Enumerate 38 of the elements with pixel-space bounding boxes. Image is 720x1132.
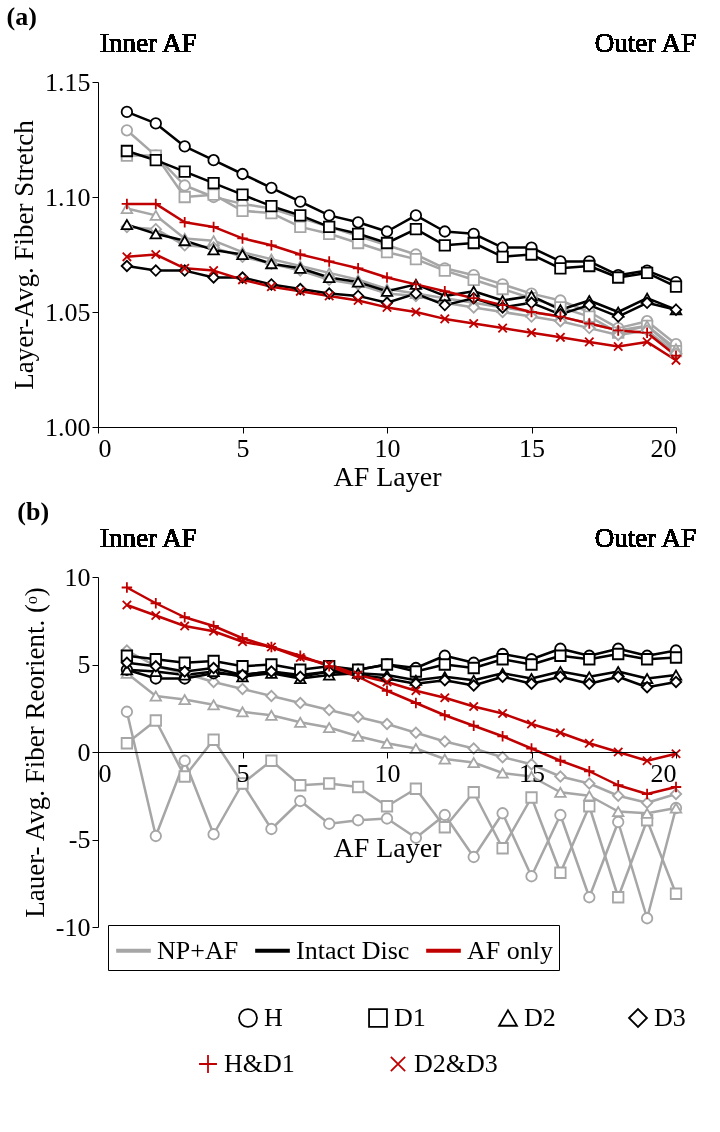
legend-label: D2&D3 <box>414 1049 498 1078</box>
y-axis-title: Lauer- Avg. Fiber Reorient. (ᵒ) <box>19 587 50 918</box>
chart-title: (a) <box>6 2 37 31</box>
x-tick-label: 15 <box>519 433 545 463</box>
text: AF only <box>467 935 553 965</box>
legend-label: D1 <box>394 1003 426 1032</box>
y-tick-label: 1.00 <box>45 412 91 442</box>
x-tick-label: 10 <box>374 758 401 788</box>
x-tick-label: 20 <box>650 758 677 788</box>
y-tick-label: 1.15 <box>45 67 91 97</box>
y-tick-label: 1.10 <box>45 182 91 212</box>
x-axis-title: AF Layer <box>333 831 443 863</box>
legend-label: D2 <box>524 1003 556 1032</box>
x-tick-label: 0 <box>98 433 112 463</box>
x-tick-label: 20 <box>650 433 677 463</box>
y-tick-label: -10 <box>55 912 91 942</box>
text: Outer AF <box>594 523 696 553</box>
chart-title: (b) <box>17 497 50 526</box>
y-tick-label: 0 <box>77 737 91 767</box>
text: Outer AF <box>594 28 696 58</box>
x-tick-label: 0 <box>98 758 112 788</box>
text: Inner AF <box>100 523 197 553</box>
text: NP+AF <box>157 935 239 965</box>
x-tick-label: 5 <box>236 758 250 788</box>
text: Inner AF <box>100 28 197 58</box>
y-tick-label: 5 <box>77 650 91 679</box>
x-tick-label: 15 <box>519 758 545 788</box>
y-tick-label: 10 <box>64 562 91 592</box>
y-tick-label: -5 <box>68 825 91 854</box>
legend-label: H&D1 <box>224 1049 295 1078</box>
x-axis-title: AF Layer <box>333 460 443 492</box>
legend-label: D3 <box>654 1003 686 1032</box>
x-tick-label: 10 <box>374 433 401 463</box>
x-tick-label: 5 <box>236 433 250 463</box>
text: Intact Disc <box>296 935 410 965</box>
y-axis-title: Layer-Avg. Fiber Stretch <box>9 119 39 390</box>
y-tick-label: 1.05 <box>45 297 91 327</box>
legend-label: H <box>264 1003 283 1032</box>
